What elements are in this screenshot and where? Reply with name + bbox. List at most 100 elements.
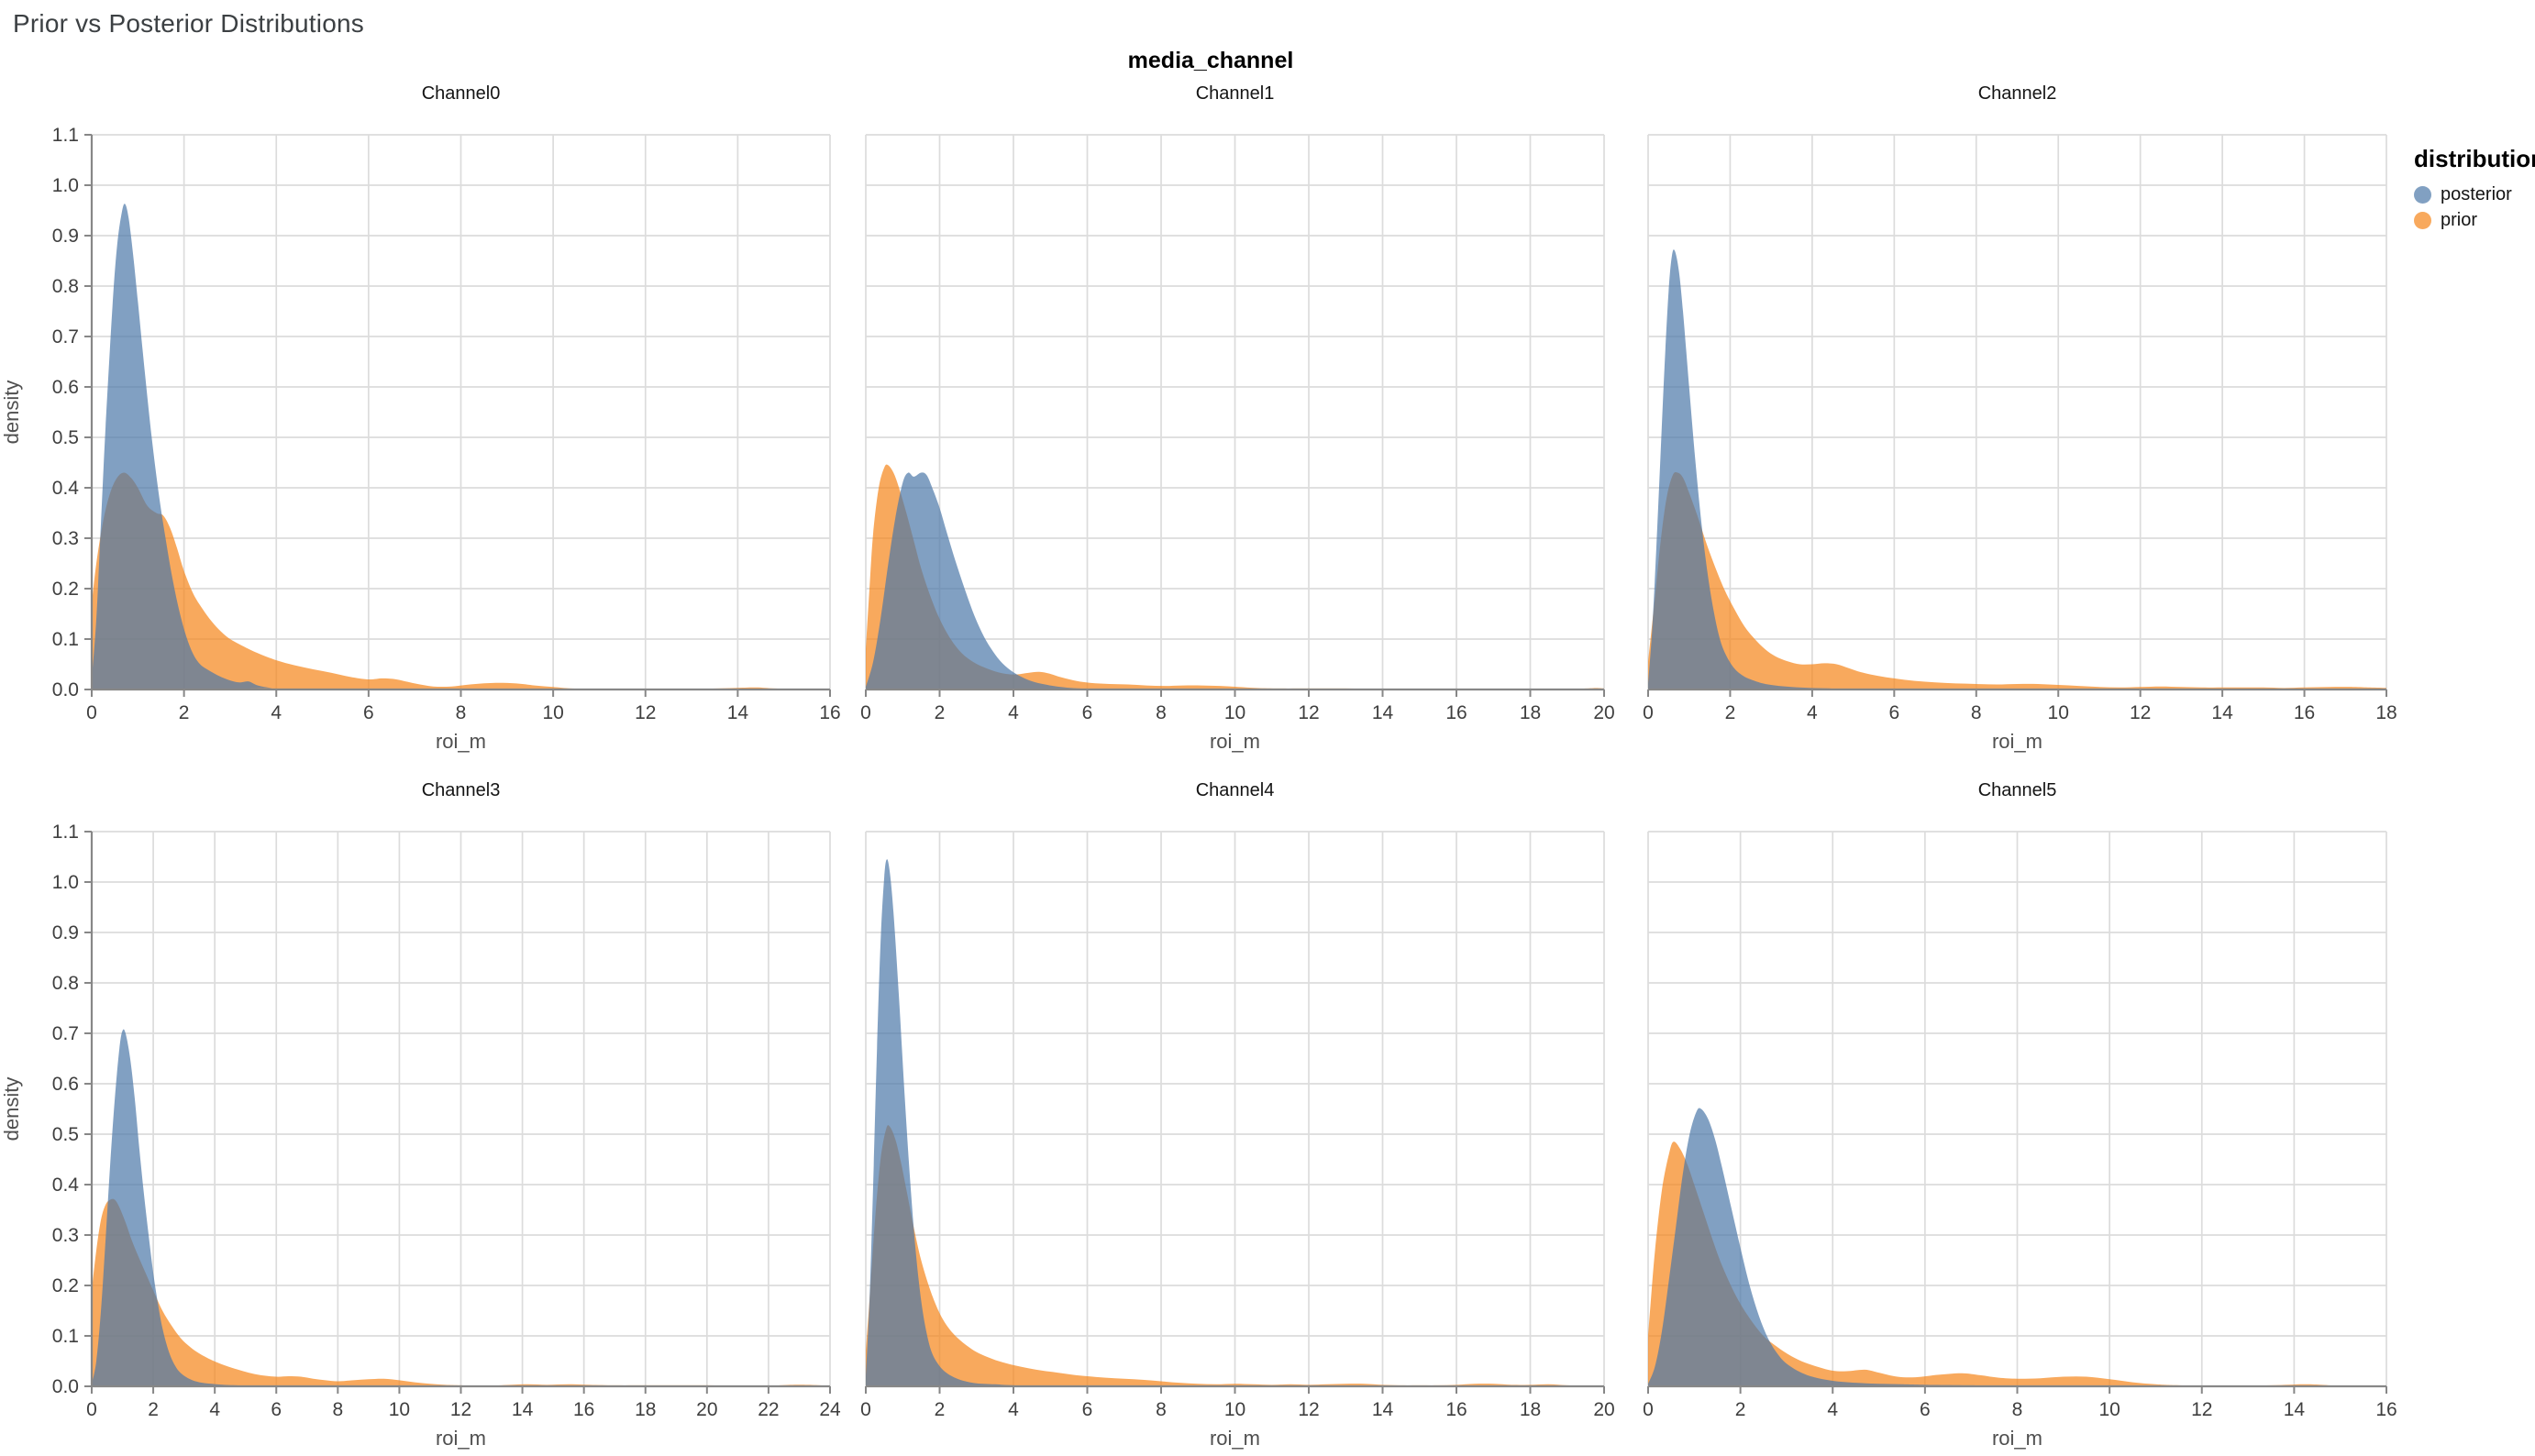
x-tick-label: 22 — [758, 1399, 779, 1420]
x-axis-title: roi_m — [1992, 730, 2042, 753]
x-axis-title: roi_m — [1992, 1427, 2042, 1450]
x-tick-label: 10 — [2048, 702, 2069, 723]
x-tick-label: 2 — [1735, 1399, 1746, 1420]
x-tick-label: 2 — [1725, 702, 1736, 723]
facet-row-1: Channel0 0 2 4 6 8 10 12 14 16 roi_m 0.0 0.1 0.2 0.3 0… — [0, 82, 2535, 755]
x-axis-title: roi_m — [1210, 730, 1260, 753]
subplot-canvas-channel4: 0 2 4 6 8 10 12 14 16 18 20 roi_m — [853, 810, 1637, 1451]
x-tick-label: 4 — [271, 702, 282, 723]
x-tick-label: 0 — [860, 702, 871, 723]
x-tick-label: 18 — [2375, 702, 2397, 723]
x-tick-label: 8 — [456, 702, 467, 723]
x-tick-label: 12 — [450, 1399, 471, 1420]
x-tick-label: 12 — [2191, 1399, 2212, 1420]
y-tick-label: 0.2 — [52, 579, 79, 600]
subplot-title-channel1: Channel1 — [1195, 83, 1275, 104]
x-tick-label: 10 — [1224, 702, 1245, 723]
x-tick-label: 6 — [1082, 1399, 1093, 1420]
facet-row-2: Channel3 0 2 4 6 8 10 12 14 16 18 20 22 24 roi_m 0.0 0.… — [0, 778, 2535, 1451]
posterior-swatch-icon — [2414, 186, 2431, 204]
x-tick-label: 6 — [363, 702, 374, 723]
x-tick-label: 2 — [935, 1399, 946, 1420]
subplot-canvas-channel5: 0 2 4 6 8 10 12 14 16 roi_m — [1637, 810, 2421, 1451]
y-tick-label: 0.6 — [52, 1074, 79, 1095]
subplot-svg-Channel5: 0 2 4 6 8 10 12 14 16 roi_m — [1643, 831, 2397, 1450]
x-tick-label: 12 — [1298, 1399, 1319, 1420]
x-tick-label: 16 — [1445, 1399, 1467, 1420]
y-tick-label: 0.0 — [52, 679, 79, 700]
subplot-canvas-channel1: 0 2 4 6 8 10 12 14 16 18 20 roi_m — [853, 113, 1637, 755]
y-tick-label: 1.1 — [52, 822, 79, 843]
density-area-posterior — [1648, 1108, 2386, 1386]
y-axis-title: density — [0, 1077, 23, 1142]
legend-item-posterior[interactable]: posterior — [2414, 184, 2535, 205]
x-tick-label: 14 — [1372, 1399, 1394, 1420]
y-tick-label: 0.9 — [52, 922, 79, 943]
x-tick-label: 14 — [1372, 702, 1394, 723]
y-tick-label: 0.9 — [52, 226, 79, 247]
y-tick-label: 0.8 — [52, 276, 79, 297]
y-tick-label: 0.1 — [52, 1326, 79, 1347]
density-area-posterior — [92, 1029, 830, 1386]
subplot-svg-Channel2: 0 2 4 6 8 10 12 14 16 18 roi_m — [1643, 134, 2397, 753]
x-tick-label: 0 — [1643, 1399, 1654, 1420]
x-tick-label: 2 — [179, 702, 190, 723]
x-tick-label: 0 — [86, 1399, 97, 1420]
x-tick-label: 0 — [1643, 702, 1654, 723]
x-tick-label: 14 — [2211, 702, 2233, 723]
x-tick-label: 20 — [1593, 1399, 1614, 1420]
y-tick-label: 0.5 — [52, 1124, 79, 1145]
x-axis-title: roi_m — [436, 1427, 486, 1450]
x-tick-label: 18 — [635, 1399, 656, 1420]
subplot-title-channel2: Channel2 — [1977, 83, 2057, 104]
x-tick-label: 16 — [819, 702, 840, 723]
subplot-canvas-channel3: 0 2 4 6 8 10 12 14 16 18 20 22 24 roi_m 0.0 0.1 0.2 0.3 0.… — [0, 810, 853, 1451]
y-tick-label: 1.1 — [52, 125, 79, 146]
y-tick-label: 0.2 — [52, 1275, 79, 1296]
legend-item-prior[interactable]: prior — [2414, 210, 2535, 231]
x-tick-label: 8 — [1156, 702, 1167, 723]
x-tick-label: 10 — [389, 1399, 410, 1420]
density-area-prior — [866, 1125, 1604, 1386]
x-tick-label: 14 — [2284, 1399, 2306, 1420]
x-tick-label: 16 — [2294, 702, 2315, 723]
subplot-svg-Channel3: 0 2 4 6 8 10 12 14 16 18 20 22 24roi_m0.00.10.20.30.… — [0, 822, 841, 1450]
y-tick-label: 0.6 — [52, 377, 79, 398]
x-tick-label: 16 — [573, 1399, 594, 1420]
x-tick-label: 4 — [1827, 1399, 1838, 1420]
facet-grid: Channel0 0 2 4 6 8 10 12 14 16 roi_m 0.0 0.1 0.2 0.3 0… — [0, 82, 2535, 1451]
y-tick-label: 0.5 — [52, 427, 79, 448]
x-tick-label: 4 — [1807, 702, 1818, 723]
legend: distribution posterior prior — [2414, 145, 2535, 236]
facet-title: media_channel — [1127, 48, 1294, 73]
x-tick-label: 10 — [1224, 1399, 1245, 1420]
x-tick-label: 10 — [2098, 1399, 2120, 1420]
density-area-posterior — [1648, 249, 2386, 689]
x-axis-title: roi_m — [436, 730, 486, 753]
x-tick-label: 6 — [1920, 1399, 1931, 1420]
x-tick-label: 8 — [1156, 1399, 1167, 1420]
x-tick-label: 6 — [1888, 702, 1899, 723]
x-tick-label: 20 — [696, 1399, 717, 1420]
y-tick-label: 0.4 — [52, 478, 80, 499]
subplot-title-channel0: Channel0 — [421, 83, 501, 104]
prior-swatch-icon — [2414, 212, 2431, 229]
x-tick-label: 16 — [2375, 1399, 2397, 1420]
y-tick-label: 1.0 — [52, 175, 79, 196]
subplot-channel2: Channel2 0 2 4 6 8 10 12 14 16 18 roi_m — [1637, 82, 2421, 755]
y-tick-label: 0.4 — [52, 1175, 80, 1196]
x-tick-label: 6 — [1082, 702, 1093, 723]
x-tick-label: 4 — [209, 1399, 220, 1420]
x-tick-label: 16 — [1445, 702, 1467, 723]
x-tick-label: 14 — [512, 1399, 534, 1420]
legend-title: distribution — [2414, 145, 2535, 172]
x-tick-label: 4 — [1008, 702, 1019, 723]
x-tick-label: 12 — [635, 702, 656, 723]
x-tick-label: 8 — [1971, 702, 1982, 723]
x-tick-label: 0 — [860, 1399, 871, 1420]
x-tick-label: 18 — [1520, 702, 1541, 723]
subplot-canvas-channel0: 0 2 4 6 8 10 12 14 16 roi_m 0.0 0.1 0.2 0.3 0.4 0.5 0.6 0… — [0, 113, 853, 755]
page-title: Prior vs Posterior Distributions — [13, 9, 364, 38]
legend-label-prior: prior — [2441, 210, 2478, 230]
density-area-prior — [1648, 471, 2386, 689]
